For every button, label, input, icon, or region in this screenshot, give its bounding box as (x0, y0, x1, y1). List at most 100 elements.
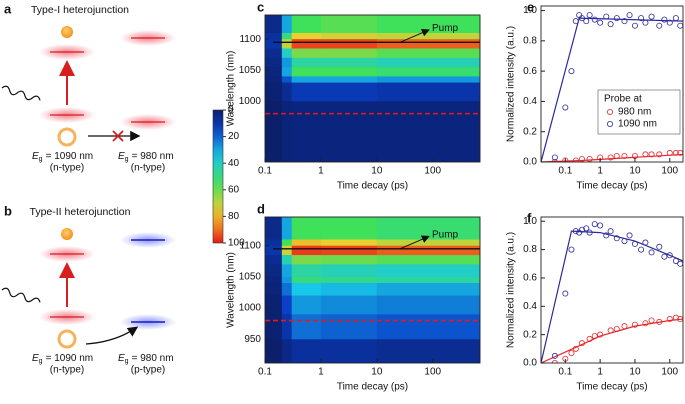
heatmap-cell (320, 239, 378, 247)
data-point (656, 318, 663, 325)
heatmap-cell (376, 101, 480, 162)
colorbar-tick-label: 80 (228, 211, 240, 222)
colorbar-tick-label: 0 (228, 105, 234, 116)
data-point (621, 323, 628, 330)
data-point (631, 22, 638, 29)
data-point (672, 257, 679, 264)
heatmap-cell (265, 39, 283, 49)
heatmap-cell (291, 314, 322, 340)
heatmap-cell (291, 276, 322, 284)
heatmap-cell (376, 255, 480, 265)
diagram-a: a Type-I heterojunction Eg = 1090 nm (n-t… (1, 1, 176, 174)
heatmap-cell (291, 283, 322, 296)
heatmap-cell (281, 276, 292, 284)
data-point (642, 151, 649, 158)
diagram-title: Type-II heterojunction (30, 206, 131, 218)
data-point (591, 16, 598, 23)
heatmap-cell (281, 283, 292, 296)
heatmap-cell (376, 239, 480, 247)
data-point (677, 22, 683, 29)
data-point (572, 157, 579, 162)
heatmap-cell (376, 82, 480, 102)
heatmap-cell (376, 15, 480, 34)
diagram-title: Type-I heterojunction (31, 4, 129, 16)
data-point (603, 13, 610, 20)
panel-label: e (527, 0, 534, 14)
axes-frame (264, 14, 481, 163)
pump-label: Pump (432, 23, 459, 34)
x-tick-label: 10 (629, 166, 641, 177)
y-tick-label: 0.4 (523, 96, 537, 107)
legend-marker (607, 109, 614, 116)
heatmap-cell (265, 255, 283, 265)
data-point (586, 229, 593, 236)
heatmap-cell (291, 339, 322, 363)
heatmap-cell (320, 32, 378, 40)
data-point (576, 12, 583, 19)
heatmap-cell (320, 217, 378, 240)
doping-label: (n-type) (50, 163, 84, 174)
heatmap-cell (281, 239, 292, 247)
heatmap-cell (265, 239, 283, 247)
heatmap-cell (291, 295, 322, 315)
x-tick-label: 100 (424, 166, 441, 177)
transfer-arrow (85, 326, 139, 345)
colorbar-tick-label: 60 (228, 184, 240, 195)
data-point (661, 16, 668, 23)
plot-area (265, 217, 480, 363)
data-point (648, 13, 655, 20)
data-point (666, 252, 673, 259)
data-point (607, 327, 614, 334)
data-point (621, 238, 628, 245)
data-point (677, 260, 683, 267)
fit-line (541, 318, 683, 363)
heatmap-cell (376, 57, 480, 68)
heatmap-cell (376, 339, 480, 363)
plot-area (541, 12, 683, 162)
data-point (656, 243, 663, 250)
legend-label: 1090 nm (618, 119, 657, 130)
pump-arrow (399, 235, 430, 250)
data-point (578, 226, 585, 233)
data-point (607, 228, 614, 235)
data-point (642, 239, 649, 246)
heatmap-cell (265, 295, 283, 315)
y-tick-label: 0.8 (523, 244, 537, 255)
colorbar-tick-label: 100 (228, 238, 245, 249)
y-tick-label: 1050 (239, 65, 262, 76)
data-point (607, 21, 614, 28)
photon (1, 287, 41, 303)
heatmap-cell (320, 295, 378, 315)
heatmap-cell (291, 32, 322, 40)
y-axis-label: Wavelength (nm) (226, 51, 237, 127)
x-tick-label: 1 (597, 166, 603, 177)
heatmap-cell (376, 67, 480, 77)
x-axis-label: Time decay (ps) (576, 181, 647, 192)
heatmap-cell (265, 276, 283, 284)
heatmap-cell (281, 101, 292, 162)
heatmap-cell (281, 67, 292, 77)
data-point (642, 320, 649, 327)
data-point (583, 225, 590, 232)
heatmap-cell (320, 264, 378, 278)
heatmap-cell (376, 276, 480, 284)
y-tick-label: 1.0 (523, 216, 537, 227)
y-axis-label: Normalized intensity (a.u.) (506, 232, 517, 348)
x-tick-label: 100 (661, 367, 678, 378)
y-tick-label: 950 (244, 334, 261, 345)
x-axis-label: Time decay (ps) (576, 382, 647, 393)
data-point (613, 15, 620, 22)
y-tick-label: 0.4 (523, 301, 537, 312)
x-tick-label: 10 (629, 367, 641, 378)
y-tick-label: 1050 (239, 272, 262, 283)
bandgap-label: Eg = 1090 nm (32, 151, 93, 163)
heatmap-cell (376, 217, 480, 240)
heatmap-cell (291, 57, 322, 68)
y-tick-label: 0.6 (523, 66, 537, 77)
heatmap-cell (291, 48, 322, 59)
data-point (648, 317, 655, 324)
heatmap-cell (376, 39, 480, 49)
hole (57, 127, 77, 147)
data-point (621, 18, 628, 25)
doping-label: (n-type) (131, 163, 165, 174)
